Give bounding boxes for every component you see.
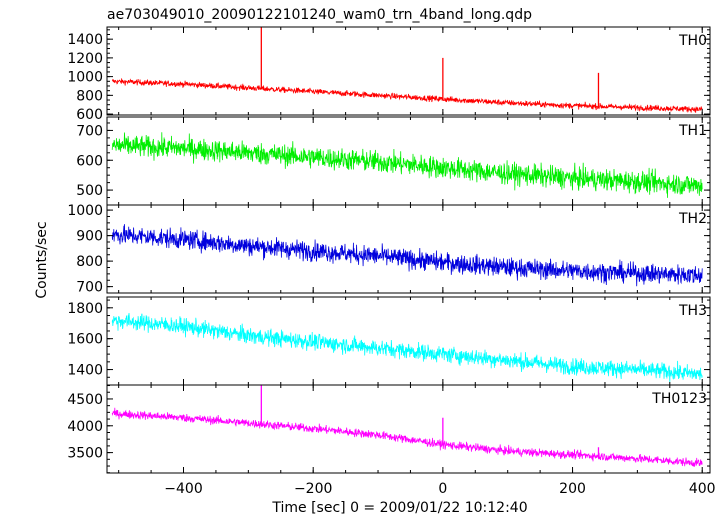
panel-frame: [106, 26, 711, 116]
y-tick-label: 800: [76, 254, 103, 270]
y-tick-label: 1200: [67, 51, 103, 67]
panel-th0123: 3500 4000 4500 TH0123 −400 −200 0 200 400: [67, 384, 716, 497]
y-tick-label: 3500: [67, 446, 103, 462]
panel-label-th0: TH0: [678, 33, 707, 49]
series-line-th0: [111, 78, 703, 113]
y-tick-label: 1400: [67, 363, 103, 379]
series-line-th1: [111, 132, 703, 198]
panel-label-th1: TH1: [678, 123, 707, 139]
series-line-th3: [111, 312, 703, 383]
y-axis-label: Counts/sec: [34, 221, 50, 298]
y-tick-label: 600: [76, 153, 103, 169]
series-line-th2: [111, 224, 703, 287]
panel-label-th3: TH3: [678, 303, 707, 319]
x-tick-label: −200: [294, 481, 332, 497]
y-tick-label: 500: [76, 183, 103, 199]
y-tick-label: 4000: [67, 419, 103, 435]
panel-th1: 500 600 700 TH1: [76, 116, 711, 206]
x-tick-label: 200: [559, 481, 586, 497]
y-tick-label: 1000: [67, 203, 103, 219]
y-tick-label: 600: [76, 107, 103, 123]
y-tick-label: 700: [76, 123, 103, 139]
panel-label-th2: TH2: [678, 211, 707, 227]
x-tick-label: 400: [689, 481, 716, 497]
panel-th2: 700 800 900 1000 TH2: [67, 203, 711, 296]
x-axis-label: Time [sec] 0 = 2009/01/22 10:12:40: [271, 500, 527, 516]
panel-th3: 1400 1600 1800 TH3: [67, 296, 711, 386]
y-tick-label: 1800: [67, 301, 103, 317]
y-tick-label: 900: [76, 229, 103, 245]
x-tick-label: 0: [438, 481, 447, 497]
series-line-th0123: [111, 407, 703, 467]
y-tick-label: 1000: [67, 70, 103, 86]
y-tick-label: 4500: [67, 392, 103, 408]
panel-frame: [106, 384, 711, 474]
y-tick-label: 800: [76, 88, 103, 104]
chart-title: ae703049010_20090122101240_wam0_trn_4ban…: [107, 7, 532, 23]
y-tick-label: 1400: [67, 32, 103, 48]
panel-th0: 600 800 1000 1200 1400 TH0: [67, 26, 711, 123]
panel-label-th0123: TH0123: [651, 391, 707, 407]
y-tick-label: 700: [76, 280, 103, 296]
x-tick-label: −400: [164, 481, 202, 497]
y-tick-label: 1600: [67, 332, 103, 348]
panel-frame: [106, 204, 711, 294]
